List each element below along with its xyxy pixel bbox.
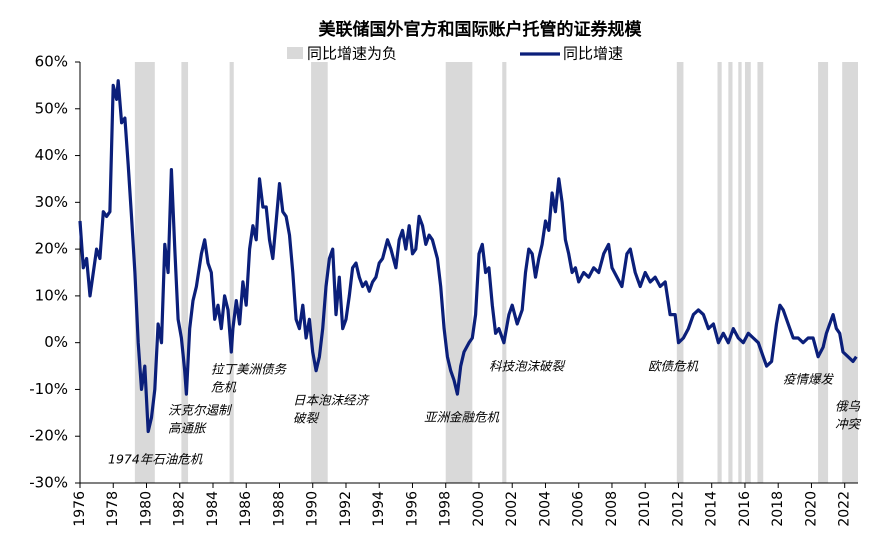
negative-span (744, 62, 751, 483)
annotation: 高通胀 (168, 421, 207, 436)
x-tick-label: 2004 (537, 491, 553, 527)
x-tick-label: 2010 (637, 491, 653, 527)
annotation: 破裂 (293, 411, 320, 426)
annotation: 俄乌 (835, 399, 861, 414)
x-tick-label: 1994 (371, 491, 387, 527)
negative-span (757, 62, 764, 483)
x-tick-label: 2014 (704, 491, 720, 527)
y-tick-label: -20% (29, 427, 68, 445)
negative-span (311, 62, 328, 483)
x-tick-label: 2016 (737, 491, 753, 527)
y-tick-label: 30% (35, 193, 68, 211)
x-tick-label: 1976 (72, 491, 88, 527)
annotation: 科技泡沫破裂 (489, 359, 566, 374)
y-tick-label: 40% (35, 146, 68, 164)
negative-span (502, 62, 507, 483)
x-tick-label: 1998 (438, 491, 454, 527)
x-tick-label: 2002 (504, 491, 520, 527)
negative-span (717, 62, 722, 483)
y-tick-label: -30% (29, 474, 68, 492)
x-tick-label: 2018 (770, 491, 786, 527)
legend-label: 同比增速为负 (307, 45, 397, 63)
legend-swatch (287, 47, 303, 59)
annotation: 疫情爆发 (783, 372, 835, 387)
y-tick-label: 0% (44, 333, 68, 351)
negative-span (229, 62, 234, 483)
annotation: 冲突 (835, 417, 862, 432)
x-tick-label: 2008 (604, 491, 620, 527)
x-tick-label: 2022 (837, 491, 853, 527)
annotation: 日本泡沫经济 (293, 393, 371, 408)
annotation: 危机 (211, 380, 237, 395)
y-tick-label: 10% (35, 286, 68, 304)
x-tick-label: 1992 (338, 491, 354, 527)
negative-span (738, 62, 742, 483)
annotation: 1974年石油危机 (108, 452, 203, 467)
negative-span (181, 62, 189, 483)
x-tick-label: 2020 (803, 491, 819, 527)
y-tick-label: -10% (29, 380, 68, 398)
annotation: 拉丁美洲债务 (211, 362, 288, 377)
negative-span (818, 62, 829, 483)
chart-title: 美联储国外官方和国际账户托管的证券规模 (319, 19, 643, 40)
x-tick-label: 2000 (471, 491, 487, 527)
x-tick-label: 1978 (105, 491, 121, 527)
negative-span (728, 62, 733, 483)
negative-span (842, 62, 858, 483)
annotation: 沃克尔遏制 (168, 403, 233, 418)
negative-span (676, 62, 684, 483)
x-tick-label: 1988 (271, 491, 287, 527)
x-tick-label: 1990 (305, 491, 321, 527)
y-tick-label: 50% (35, 99, 68, 117)
x-tick-label: 1996 (404, 491, 420, 527)
negative-span (445, 62, 473, 483)
legend-label: 同比增速 (563, 45, 623, 63)
x-tick-label: 2012 (670, 491, 686, 527)
y-tick-label: 20% (35, 240, 68, 258)
annotation: 亚洲金融危机 (424, 410, 500, 425)
x-tick-label: 1984 (205, 491, 221, 527)
series-line (78, 79, 858, 434)
x-tick-label: 2006 (571, 491, 587, 527)
x-tick-label: 1980 (138, 491, 154, 527)
annotation: 欧债危机 (648, 359, 699, 374)
y-tick-label: 60% (35, 53, 68, 71)
x-tick-label: 1982 (172, 491, 188, 527)
x-tick-label: 1986 (238, 491, 254, 527)
